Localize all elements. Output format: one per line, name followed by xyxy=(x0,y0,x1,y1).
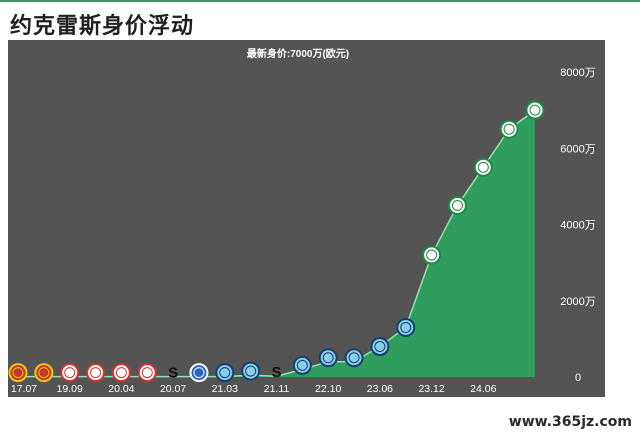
club-badge-ring xyxy=(503,123,515,135)
club-badge-ring xyxy=(296,359,308,371)
x-tick-label: 23.06 xyxy=(367,383,393,395)
page-title: 约克雷斯身价浮动 xyxy=(10,14,195,39)
chart-title: 最新身价:7000万(欧元) xyxy=(247,47,349,60)
data-point-marker xyxy=(344,348,364,368)
x-tick-label: 24.06 xyxy=(470,383,496,395)
data-point-marker xyxy=(241,361,261,381)
club-badge-ring xyxy=(426,249,438,261)
x-tick-label: 22.10 xyxy=(315,383,341,395)
club-badge-icon xyxy=(137,363,157,383)
data-point-marker xyxy=(473,157,493,177)
data-point-marker xyxy=(86,363,106,383)
watermark: www.365jz.com xyxy=(508,414,632,430)
club-badge-icon: S xyxy=(271,364,281,381)
data-point-marker xyxy=(215,363,235,383)
x-axis-ticks: 17.07 19.09 20.04 20.07 21.03 21.11 22.10 23.06… xyxy=(11,383,497,395)
top-accent-rule xyxy=(0,0,640,2)
club-badge-icon xyxy=(344,348,364,368)
club-badge-ring xyxy=(451,199,463,211)
club-badge-ring xyxy=(322,352,334,364)
y-tick-label: 6000万 xyxy=(560,143,595,155)
club-badge-icon xyxy=(318,348,338,368)
club-badge-icon xyxy=(8,363,28,383)
club-badge-ring xyxy=(90,367,102,379)
club-badge-icon xyxy=(525,100,545,120)
club-badge-icon xyxy=(499,119,519,139)
club-badge-icon xyxy=(241,361,261,381)
x-tick-label: 19.09 xyxy=(57,383,83,395)
club-badge-ring xyxy=(529,104,541,116)
y-tick-label: 0 xyxy=(575,372,581,384)
x-tick-label: 21.03 xyxy=(212,383,238,395)
x-tick-label: 20.07 xyxy=(160,383,186,395)
club-badge-icon xyxy=(60,363,80,383)
y-tick-label: 8000万 xyxy=(560,67,595,79)
y-axis-ticks: 0 2000万 4000万 6000万 8000万 xyxy=(560,67,595,384)
club-badge-ring xyxy=(400,321,412,333)
club-badge-ring xyxy=(374,341,386,352)
x-tick-label: 20.04 xyxy=(108,383,134,395)
club-badge-icon xyxy=(396,317,416,337)
x-tick-label: 21.11 xyxy=(264,383,290,395)
x-tick-label: 17.07 xyxy=(11,383,37,395)
y-tick-label: 2000万 xyxy=(560,296,595,308)
club-badge-ring xyxy=(38,367,50,379)
club-badge-ring xyxy=(141,367,153,379)
club-badge-ring xyxy=(64,367,76,379)
club-badge-icon xyxy=(34,363,54,383)
data-point-marker xyxy=(60,363,80,383)
data-point-marker xyxy=(396,317,416,337)
club-badge-ring xyxy=(193,367,205,379)
data-point-marker xyxy=(525,100,545,120)
data-point-marker xyxy=(422,245,442,265)
club-badge-icon xyxy=(370,337,390,356)
club-badge-icon: S xyxy=(168,365,178,382)
data-point-marker xyxy=(318,348,338,368)
club-badge-ring xyxy=(245,365,257,377)
data-point-marker xyxy=(189,363,209,383)
club-badge-icon xyxy=(86,363,106,383)
data-point-marker xyxy=(34,363,54,383)
y-tick-label: 4000万 xyxy=(560,220,595,232)
club-badge-icon xyxy=(111,363,131,383)
club-badge-icon xyxy=(292,355,312,375)
data-point-marker xyxy=(370,337,390,356)
data-point-marker xyxy=(292,355,312,375)
data-point-marker xyxy=(447,195,467,215)
data-point-marker: S xyxy=(271,364,281,381)
data-point-marker: S xyxy=(168,365,178,382)
data-point-marker xyxy=(499,119,519,139)
data-point-marker xyxy=(8,363,28,383)
x-tick-label: 23.12 xyxy=(418,383,444,395)
club-badge-icon xyxy=(422,245,442,265)
club-badge-ring xyxy=(219,367,231,379)
data-point-marker xyxy=(137,363,157,383)
series-area xyxy=(18,110,535,377)
club-badge-ring xyxy=(348,352,360,364)
club-badge-icon xyxy=(473,157,493,177)
club-badge-icon xyxy=(189,363,209,383)
club-badge-ring xyxy=(477,161,489,173)
club-badge-ring xyxy=(115,367,127,379)
club-badge-ring xyxy=(12,367,24,379)
club-badge-icon xyxy=(215,363,235,383)
data-point-marker xyxy=(111,363,131,383)
club-badge-icon xyxy=(447,195,467,215)
